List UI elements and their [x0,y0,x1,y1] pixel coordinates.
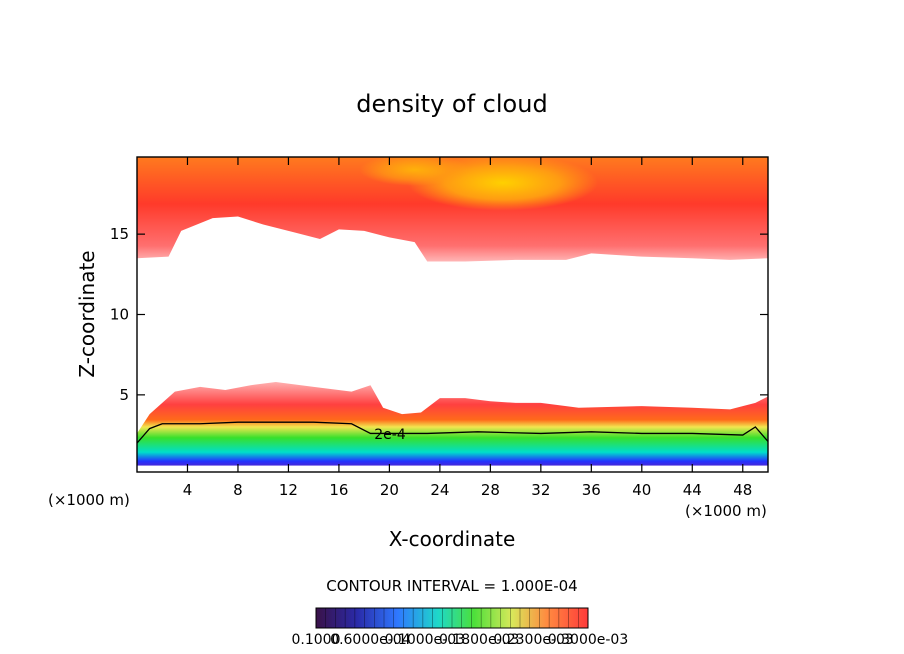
lower-cloud-layer [137,382,768,472]
chart-title: density of cloud [356,90,547,118]
near-ground-clear-air [137,465,768,472]
x-tick-label: 48 [733,481,752,499]
y-tick-label: 5 [119,386,129,404]
x-tick-label: 36 [582,481,601,499]
plot-area: 2e-4 [137,157,768,472]
upper-cloud-peak-secondary [359,157,470,186]
colorbar-label: 0.1000e-03 [385,632,465,648]
colorbar-ticks [325,608,579,628]
x-tick-label: 40 [632,481,651,499]
y-axis: 5 10 15 [110,225,768,404]
x-tick-label: 24 [430,481,449,499]
x-tick-label: 12 [279,481,298,499]
colorbar-label: 0.1800e-03 [439,632,519,648]
contour-label: 2e-4 [374,427,406,443]
colorbar-label: 0.1000 [292,632,341,648]
x-tick-label: 28 [481,481,500,499]
contour-line-2e-4 [137,421,768,444]
y-axis-title: Z-coordinate [75,250,99,377]
y-tick-label: 15 [110,225,129,243]
x-axis-title: X-coordinate [389,527,516,551]
x-unit-label: (×1000 m) [685,502,767,520]
x-tick-label: 16 [329,481,348,499]
colorbar-label: 0.3000e-03 [548,632,628,648]
colorbar-label: 0.2300e-03 [493,632,573,648]
y-unit-label: (×1000 m) [48,491,130,509]
x-tick-label: 8 [233,481,243,499]
colorbar-labels: 0.10000.6000e-040.1000e-030.1800e-030.23… [292,632,629,648]
contour-interval-text: CONTOUR INTERVAL = 1.000E-04 [326,577,577,595]
x-axis: 4 8 12 16 20 24 28 32 36 40 44 48 [183,157,752,499]
x-tick-label: 20 [380,481,399,499]
upper-cloud-layer [137,157,768,262]
y-tick-label: 10 [110,306,129,324]
colorbar-label: 0.6000e-04 [330,632,411,648]
x-tick-label: 32 [531,481,550,499]
x-tick-label: 44 [683,481,702,499]
x-tick-label: 4 [183,481,193,499]
